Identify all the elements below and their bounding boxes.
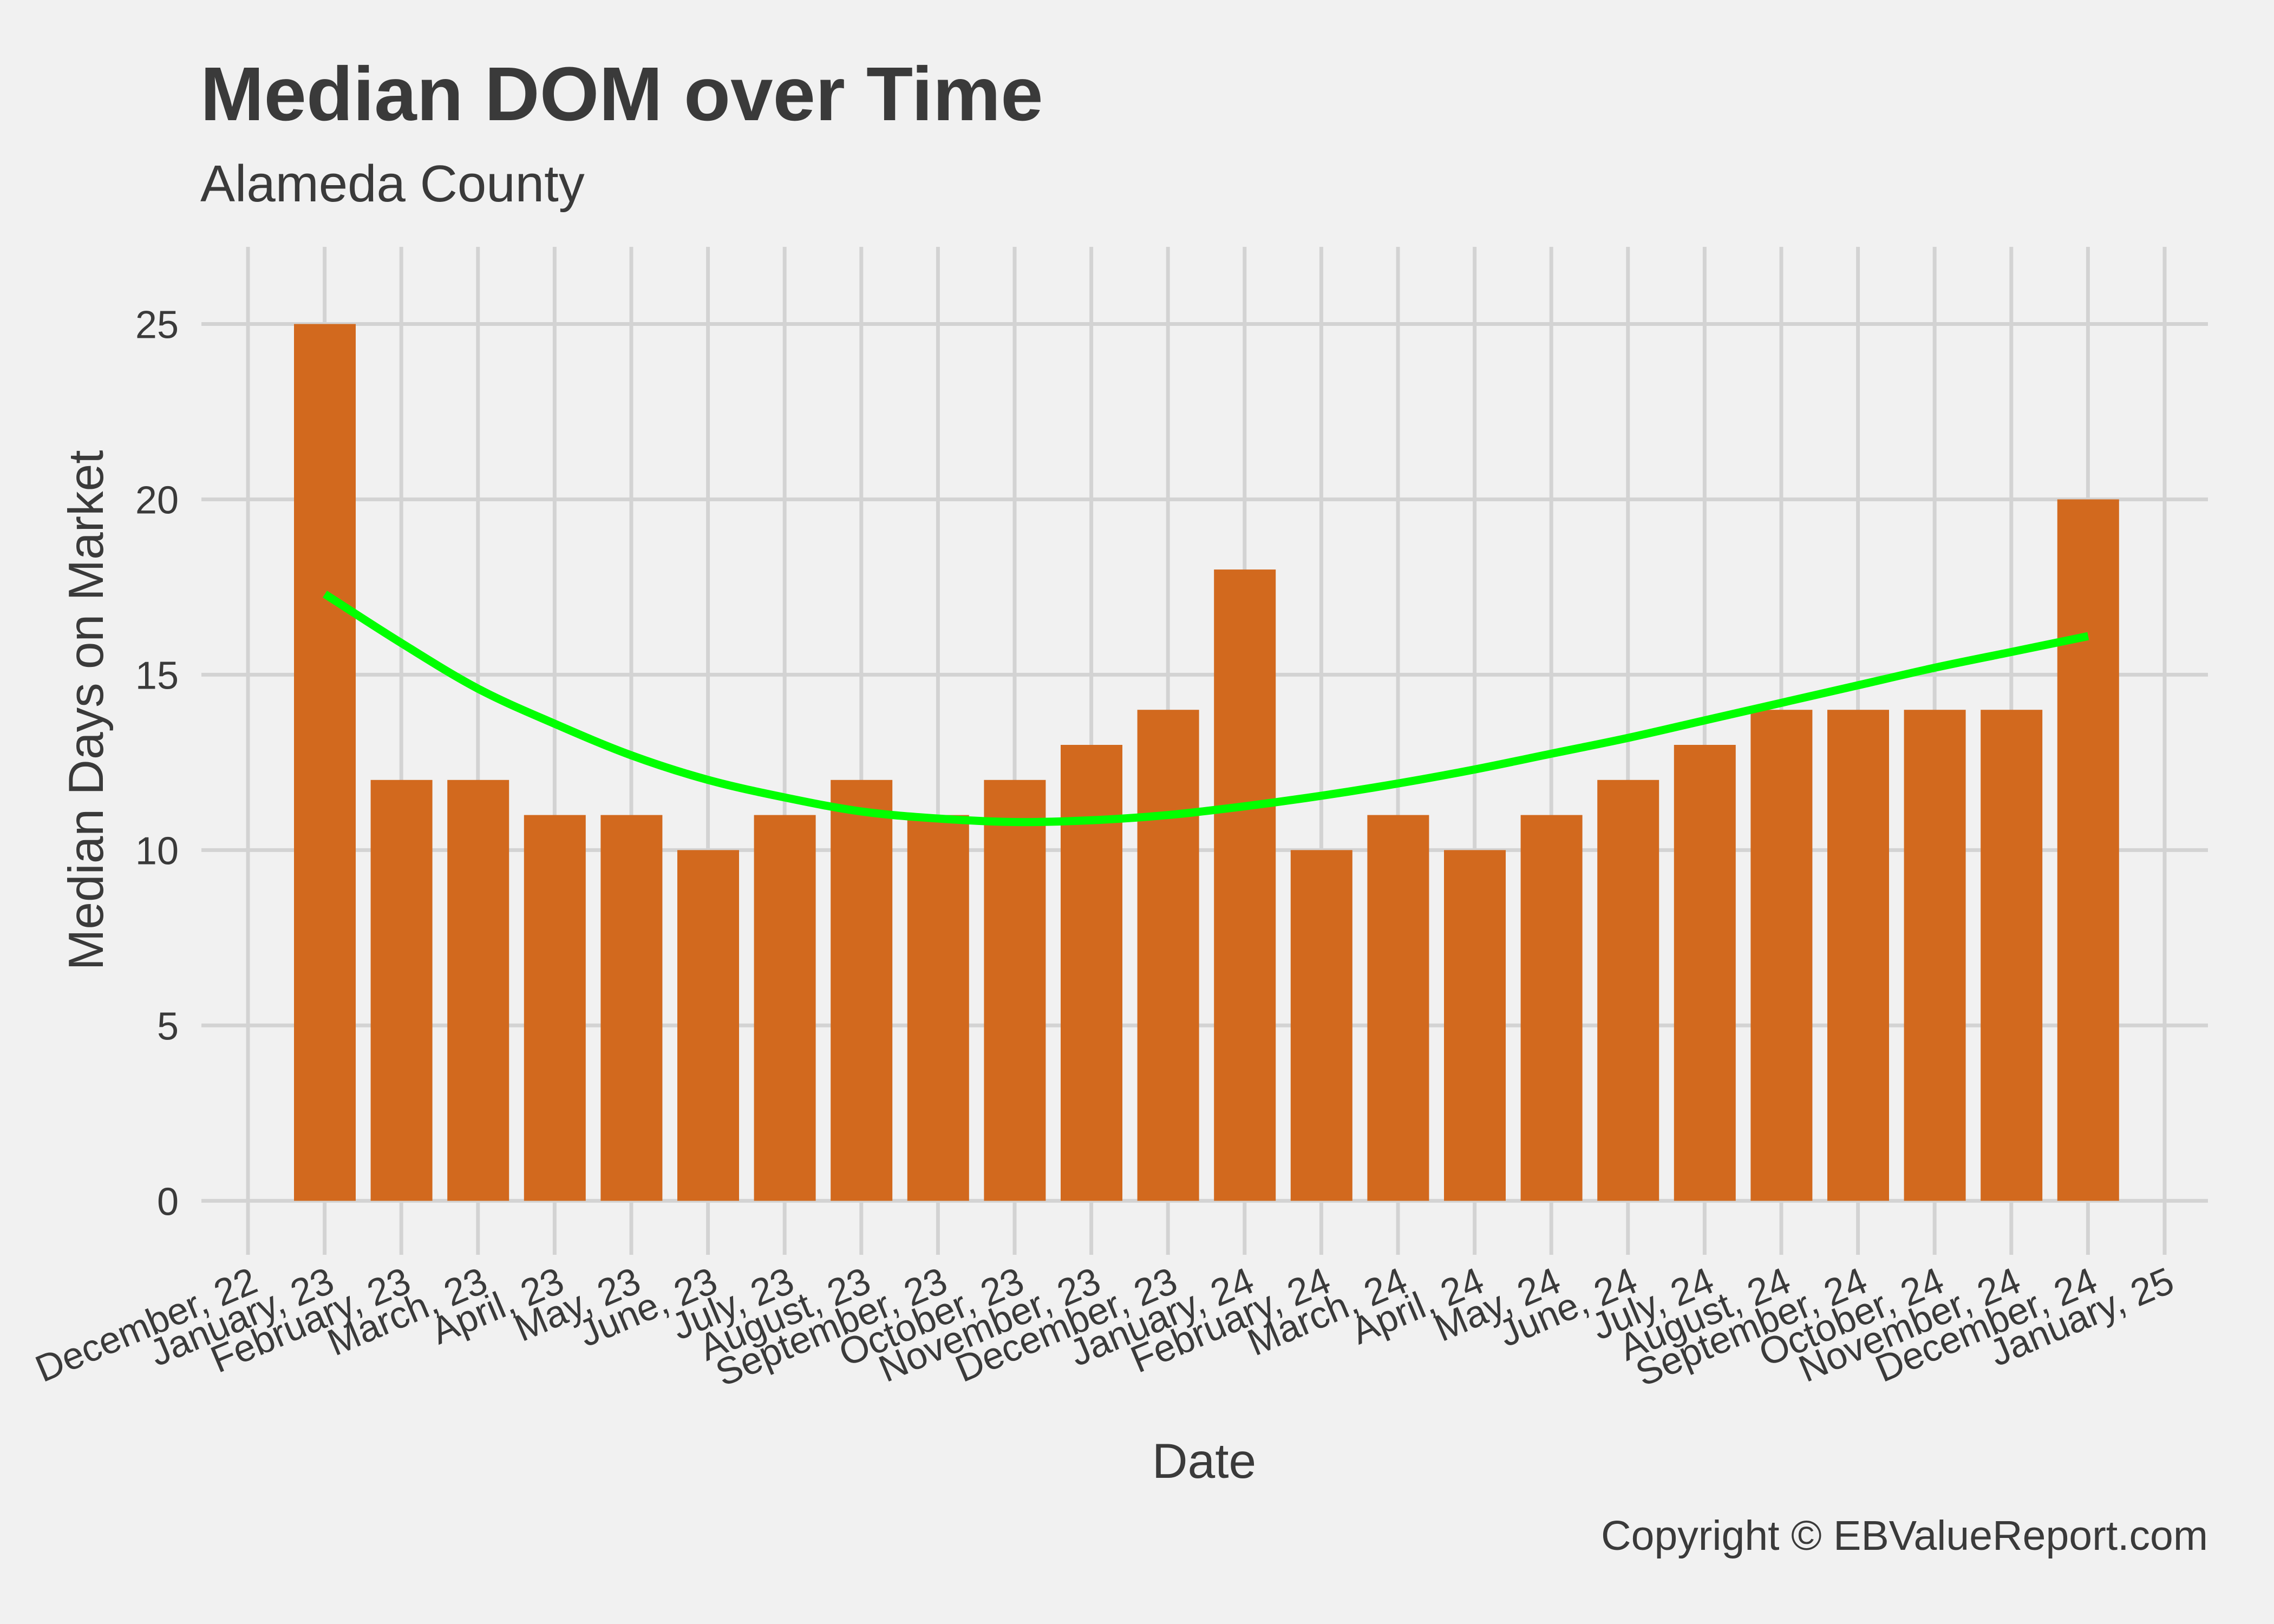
bar <box>1981 710 2043 1201</box>
y-axis-ticks: 0 5 10 15 20 25 <box>135 304 179 1224</box>
bar <box>1290 850 1352 1201</box>
bar <box>447 780 509 1201</box>
bar <box>1444 850 1506 1201</box>
bar <box>907 815 969 1201</box>
bar <box>754 815 816 1201</box>
bar <box>294 324 356 1201</box>
bar <box>677 850 739 1201</box>
bar <box>1214 569 1276 1201</box>
y-tick-label: 5 <box>157 1005 179 1048</box>
bar <box>1061 745 1122 1201</box>
bar <box>1597 780 1659 1201</box>
chart-title: Median DOM over Time <box>200 51 1043 136</box>
chart-subtitle: Alameda County <box>200 155 585 213</box>
y-axis-label: Median Days on Market <box>59 450 114 971</box>
y-tick-label: 15 <box>135 654 179 697</box>
bar <box>524 815 586 1201</box>
bar <box>831 780 893 1201</box>
y-tick-label: 10 <box>135 829 179 873</box>
y-tick-label: 0 <box>157 1180 179 1223</box>
bar <box>1674 745 1736 1201</box>
bar <box>600 815 663 1201</box>
x-axis-label: Date <box>1152 1434 1256 1489</box>
bar <box>1137 710 1199 1201</box>
bar <box>1367 815 1429 1201</box>
bar <box>1827 710 1889 1201</box>
y-tick-label: 25 <box>135 304 179 347</box>
bar <box>370 780 433 1201</box>
bars <box>294 324 2119 1201</box>
y-tick-label: 20 <box>135 479 179 522</box>
trend-line <box>322 591 2089 827</box>
bar <box>1520 815 1583 1201</box>
bar <box>1904 710 1966 1201</box>
bar <box>2057 499 2119 1201</box>
bar <box>984 780 1046 1201</box>
caption: Copyright © EBValueReport.com <box>1601 1512 2208 1559</box>
bar <box>1750 710 1813 1201</box>
